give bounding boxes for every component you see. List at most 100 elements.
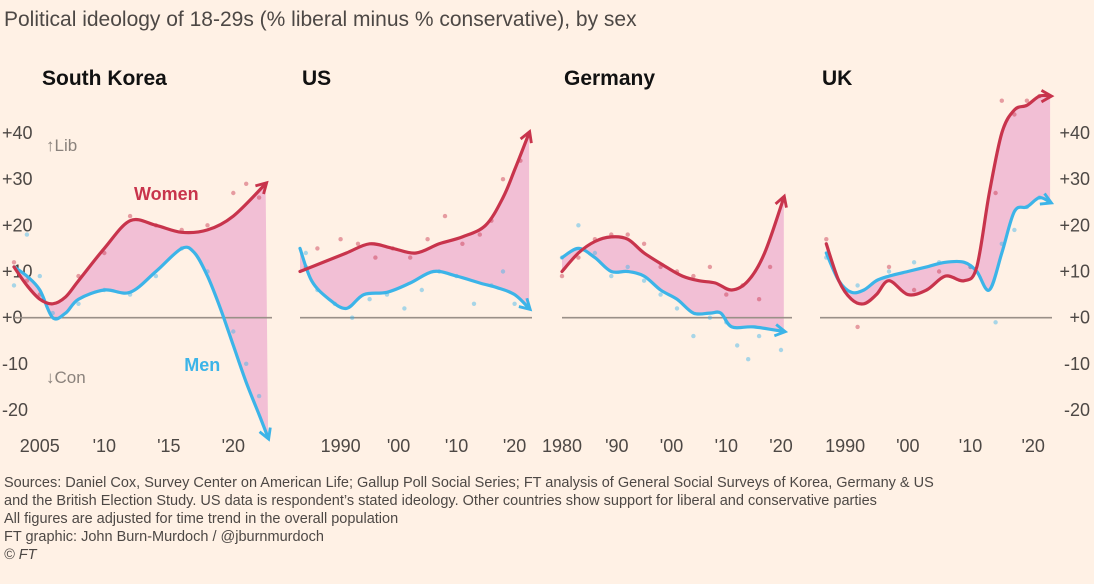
women-data-point: [231, 190, 236, 196]
men-data-point: [153, 273, 159, 279]
women-trend-line: [12, 180, 269, 306]
men-data-point: [244, 361, 249, 366]
men-data-point: [855, 283, 860, 288]
gap-area: [826, 95, 1051, 305]
women-trend-line: [298, 128, 533, 274]
women-data-point: [641, 241, 647, 246]
y-tick-label-right: +20: [1059, 215, 1090, 235]
men-data-point: [1012, 227, 1017, 233]
women-data-point: [993, 190, 998, 196]
women-data-point: [855, 324, 860, 330]
women-data-point: [707, 264, 713, 270]
men-data-point: [576, 223, 581, 228]
women-data-point: [315, 246, 320, 251]
men-data-point: [419, 287, 424, 293]
men-data-point: [76, 301, 81, 306]
panel-title: US: [302, 67, 331, 90]
women-data-point: [205, 223, 210, 228]
x-tick-label: '20: [1021, 436, 1044, 456]
women-data-point: [625, 232, 630, 237]
men-data-point: [674, 306, 680, 311]
men-trend-line: [12, 245, 272, 442]
x-tick-label: '10: [959, 436, 982, 456]
x-tick-label: '15: [157, 436, 180, 456]
panel-us: US 1990 '00 '10 '20: [298, 67, 533, 456]
men-data-point: [500, 269, 506, 274]
y-axis-right: +40 +30 +20 +10 +0 -10 -20: [1059, 123, 1090, 420]
women-data-point: [1024, 98, 1030, 103]
women-data-point: [824, 237, 829, 242]
sources-line-1: Sources: Daniel Cox, Survey Center on Am…: [4, 475, 934, 491]
liberal-direction-label: ↑Lib: [46, 136, 77, 155]
y-tick-label-right: -10: [1064, 354, 1090, 374]
men-data-point: [471, 301, 477, 306]
panel-south-korea: South Korea Men Women 2005 '10 '15 '20: [11, 67, 272, 456]
women-data-point: [477, 232, 482, 237]
x-tick-label: '00: [387, 436, 410, 456]
y-tick-label-right: +40: [1059, 123, 1090, 143]
y-axis-left: +40+30+20+10+0-10-20↑Lib↓Con: [2, 123, 86, 420]
women-data-point: [886, 264, 892, 270]
men-data-point: [24, 232, 30, 237]
men-data-point: [707, 315, 713, 320]
chart-panels: South Korea Men Women 2005 '10 '15 '20 US 1990 '0…: [11, 67, 1055, 456]
women-data-point: [576, 255, 581, 260]
women-data-point: [911, 287, 917, 293]
men-data-point: [756, 333, 762, 339]
chart-title: Political ideology of 18-29s (% liberal …: [4, 8, 637, 31]
men-data-point: [778, 347, 784, 353]
copyright-line: © FT: [4, 547, 37, 563]
y-tick-label-right: +0: [1069, 308, 1090, 328]
women-data-point: [767, 264, 773, 270]
men-data-point: [512, 301, 517, 306]
women-data-point: [691, 273, 696, 279]
x-tick-label: '20: [222, 436, 245, 456]
women-data-point: [355, 241, 361, 246]
y-tick-label-left: -10: [2, 354, 28, 374]
men-data-point: [625, 264, 630, 270]
y-tick-label-right: -20: [1064, 400, 1090, 420]
x-tick-label: '00: [896, 436, 919, 456]
men-data-point: [231, 329, 236, 334]
women-data-point: [11, 260, 17, 265]
y-tick-label-left: +30: [2, 169, 33, 189]
women-trend-line: [824, 89, 1055, 306]
x-tick-label: 1990: [825, 436, 865, 456]
men-data-point: [256, 393, 262, 399]
panel-germany: Germany 1980 '90 '00 '10 '20: [542, 67, 793, 456]
men-data-point: [37, 273, 42, 279]
men-data-point: [350, 315, 355, 320]
women-data-point: [127, 213, 133, 219]
men-data-point: [735, 343, 740, 348]
panel-uk: UK 1990 '00 '10 '20: [820, 67, 1055, 456]
y-tick-label-right: +30: [1059, 169, 1090, 189]
men-data-point: [746, 357, 751, 362]
note-line: All figures are adjusted for time trend …: [4, 511, 399, 527]
chart-canvas: +40 +30 +20 +10 +0 -10 -20 ↑Lib ↓Con +40 +30 +20 +1…: [2, 67, 1090, 456]
credit-line: FT graphic: John Burn-Murdoch / @jburnmu…: [4, 529, 324, 545]
men-data-point: [641, 278, 647, 283]
y-tick-label-left: -20: [2, 400, 28, 420]
men-data-point: [11, 283, 17, 288]
x-tick-label: '20: [503, 436, 526, 456]
sources-line-2: and the British Election Study. US data …: [4, 493, 877, 509]
x-tick-label: 2005: [20, 436, 60, 456]
x-tick-label: 1980: [542, 436, 582, 456]
men-data-point: [367, 297, 372, 302]
gap-area: [562, 197, 784, 332]
men-data-point: [886, 269, 892, 274]
x-tick-label: '90: [605, 436, 628, 456]
women-trend-line: [560, 193, 788, 292]
men-trend-line: [298, 246, 533, 312]
women-data-point: [244, 181, 249, 186]
y-tick-label-left: +20: [2, 215, 33, 235]
women-data-point: [999, 98, 1004, 103]
x-tick-label: '00: [660, 436, 683, 456]
x-tick-label: '10: [93, 436, 116, 456]
men-data-point: [658, 292, 663, 297]
women-data-point: [408, 255, 413, 260]
men-trend-line: [824, 192, 1055, 295]
x-tick-label: '20: [769, 436, 792, 456]
men-data-point: [911, 260, 917, 265]
y-tick-label-right: +10: [1059, 262, 1090, 282]
